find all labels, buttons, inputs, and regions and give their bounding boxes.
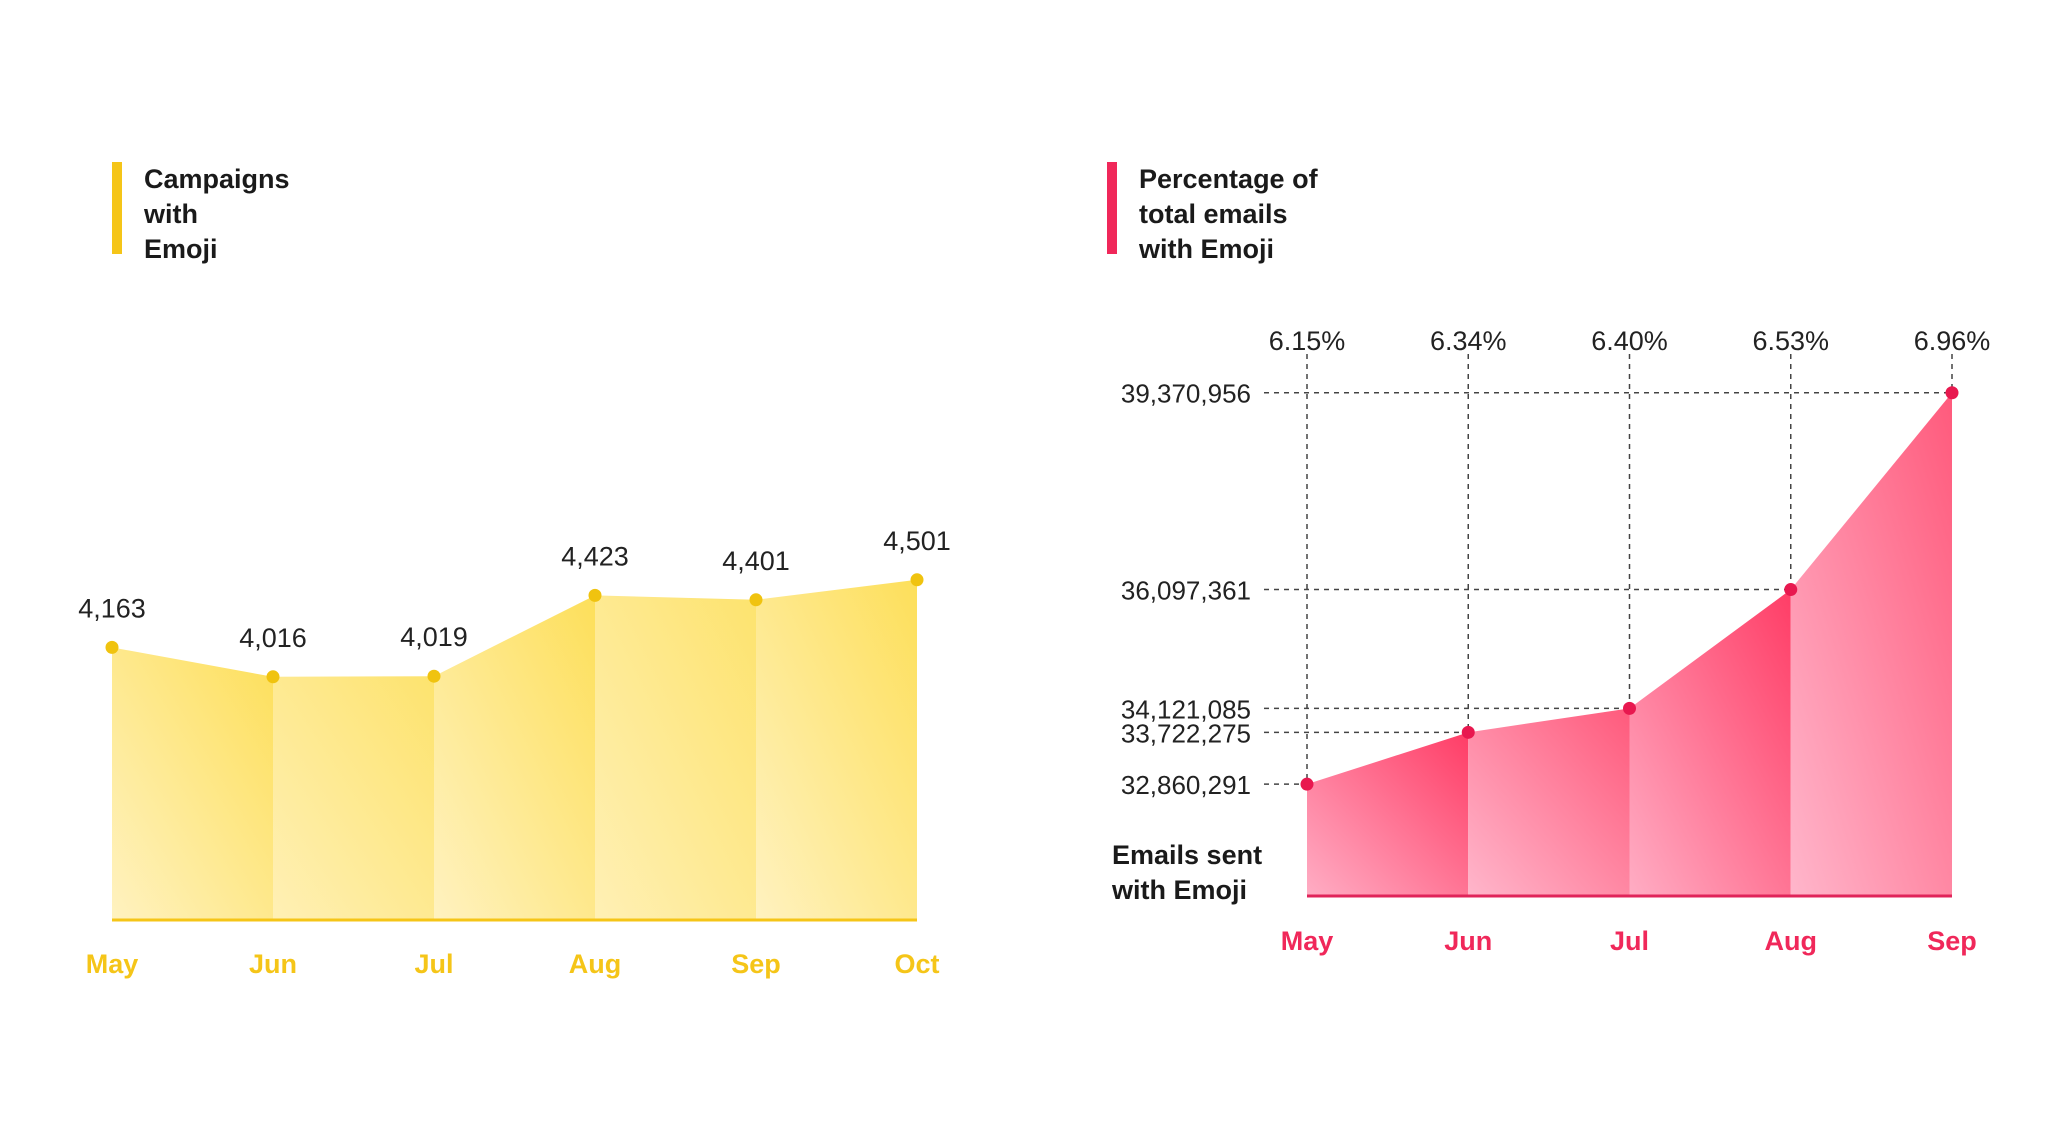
- legend-title-line: with Emoji: [1139, 234, 1274, 264]
- y-value-label: 36,097,361: [1121, 576, 1251, 606]
- x-tick-label: Jun: [249, 949, 297, 979]
- legend-title-line: total emails: [1139, 199, 1288, 229]
- x-tick-label: Jul: [1610, 926, 1649, 956]
- legend-title-line: Percentage of: [1139, 164, 1318, 194]
- y-value-label: 39,370,956: [1121, 379, 1251, 409]
- legend-title-line: Campaigns: [144, 164, 290, 194]
- x-tick-label: May: [86, 949, 139, 979]
- legend-title: Campaigns with Emoji: [144, 162, 384, 267]
- area-segment: [756, 579, 917, 920]
- x-tick-label: May: [1281, 926, 1334, 956]
- data-point: [1461, 725, 1475, 739]
- legend-marker-yellow: [112, 162, 122, 254]
- campaigns-chart: 4,163 May 4,016 Jun 4,019 Jul 4,423 Aug 4,401 Sep…: [78, 526, 951, 979]
- x-tick-label: Aug: [569, 949, 621, 979]
- data-point: [1300, 777, 1314, 791]
- legend-percentage: Percentage of total emails with Emoji: [1107, 162, 1379, 267]
- x-tick-label: Jun: [1444, 926, 1492, 956]
- data-point: [588, 588, 602, 602]
- area-segment: [273, 676, 434, 920]
- legend-title-line: with: [144, 199, 198, 229]
- data-label: 4,019: [400, 622, 468, 652]
- data-label: 4,016: [239, 623, 307, 653]
- data-label: 4,501: [883, 526, 951, 556]
- data-point: [427, 669, 441, 683]
- percent-label: 6.96%: [1914, 326, 1991, 356]
- legend-campaigns: Campaigns with Emoji: [112, 162, 384, 267]
- x-tick-label: Jul: [414, 949, 453, 979]
- area-segment: [434, 595, 595, 920]
- x-tick-label: Aug: [1765, 926, 1817, 956]
- data-point: [910, 573, 924, 587]
- data-point: [749, 593, 763, 607]
- emails-chart: 32,860,291 6.15% May 33,722,275 6.34% Jun 34,1…: [1111, 326, 1990, 956]
- data-point: [105, 640, 119, 654]
- data-point: [266, 670, 280, 684]
- y-value-label: 33,722,275: [1121, 718, 1251, 748]
- x-tick-label: Oct: [894, 949, 939, 979]
- data-point: [1945, 386, 1959, 400]
- percent-label: 6.40%: [1591, 326, 1668, 356]
- legend-title: Percentage of total emails with Emoji: [1139, 162, 1379, 267]
- percent-label: 6.53%: [1752, 326, 1829, 356]
- x-tick-label: Sep: [1927, 926, 1977, 956]
- area-segment: [1307, 732, 1469, 896]
- legend-marker-pink: [1107, 162, 1117, 254]
- data-label: 4,423: [561, 541, 629, 571]
- percent-label: 6.34%: [1430, 326, 1507, 356]
- data-label: 4,401: [722, 546, 790, 576]
- y-value-label: 34,121,085: [1121, 694, 1251, 724]
- y-axis-label: with Emoji: [1111, 875, 1247, 905]
- data-point: [1623, 701, 1636, 715]
- data-point: [1784, 583, 1798, 597]
- data-label: 4,163: [78, 593, 146, 623]
- area-segment: [595, 595, 756, 920]
- area-segment: [1629, 589, 1791, 896]
- area-segment: [1468, 708, 1630, 896]
- legend-title-line: Emoji: [144, 234, 218, 264]
- area-segment: [112, 647, 273, 920]
- x-tick-label: Sep: [731, 949, 781, 979]
- y-axis-label: Emails sent: [1112, 840, 1262, 870]
- percent-label: 6.15%: [1269, 326, 1346, 356]
- y-value-label: 32,860,291: [1121, 770, 1251, 800]
- area-segment: [1790, 392, 1952, 896]
